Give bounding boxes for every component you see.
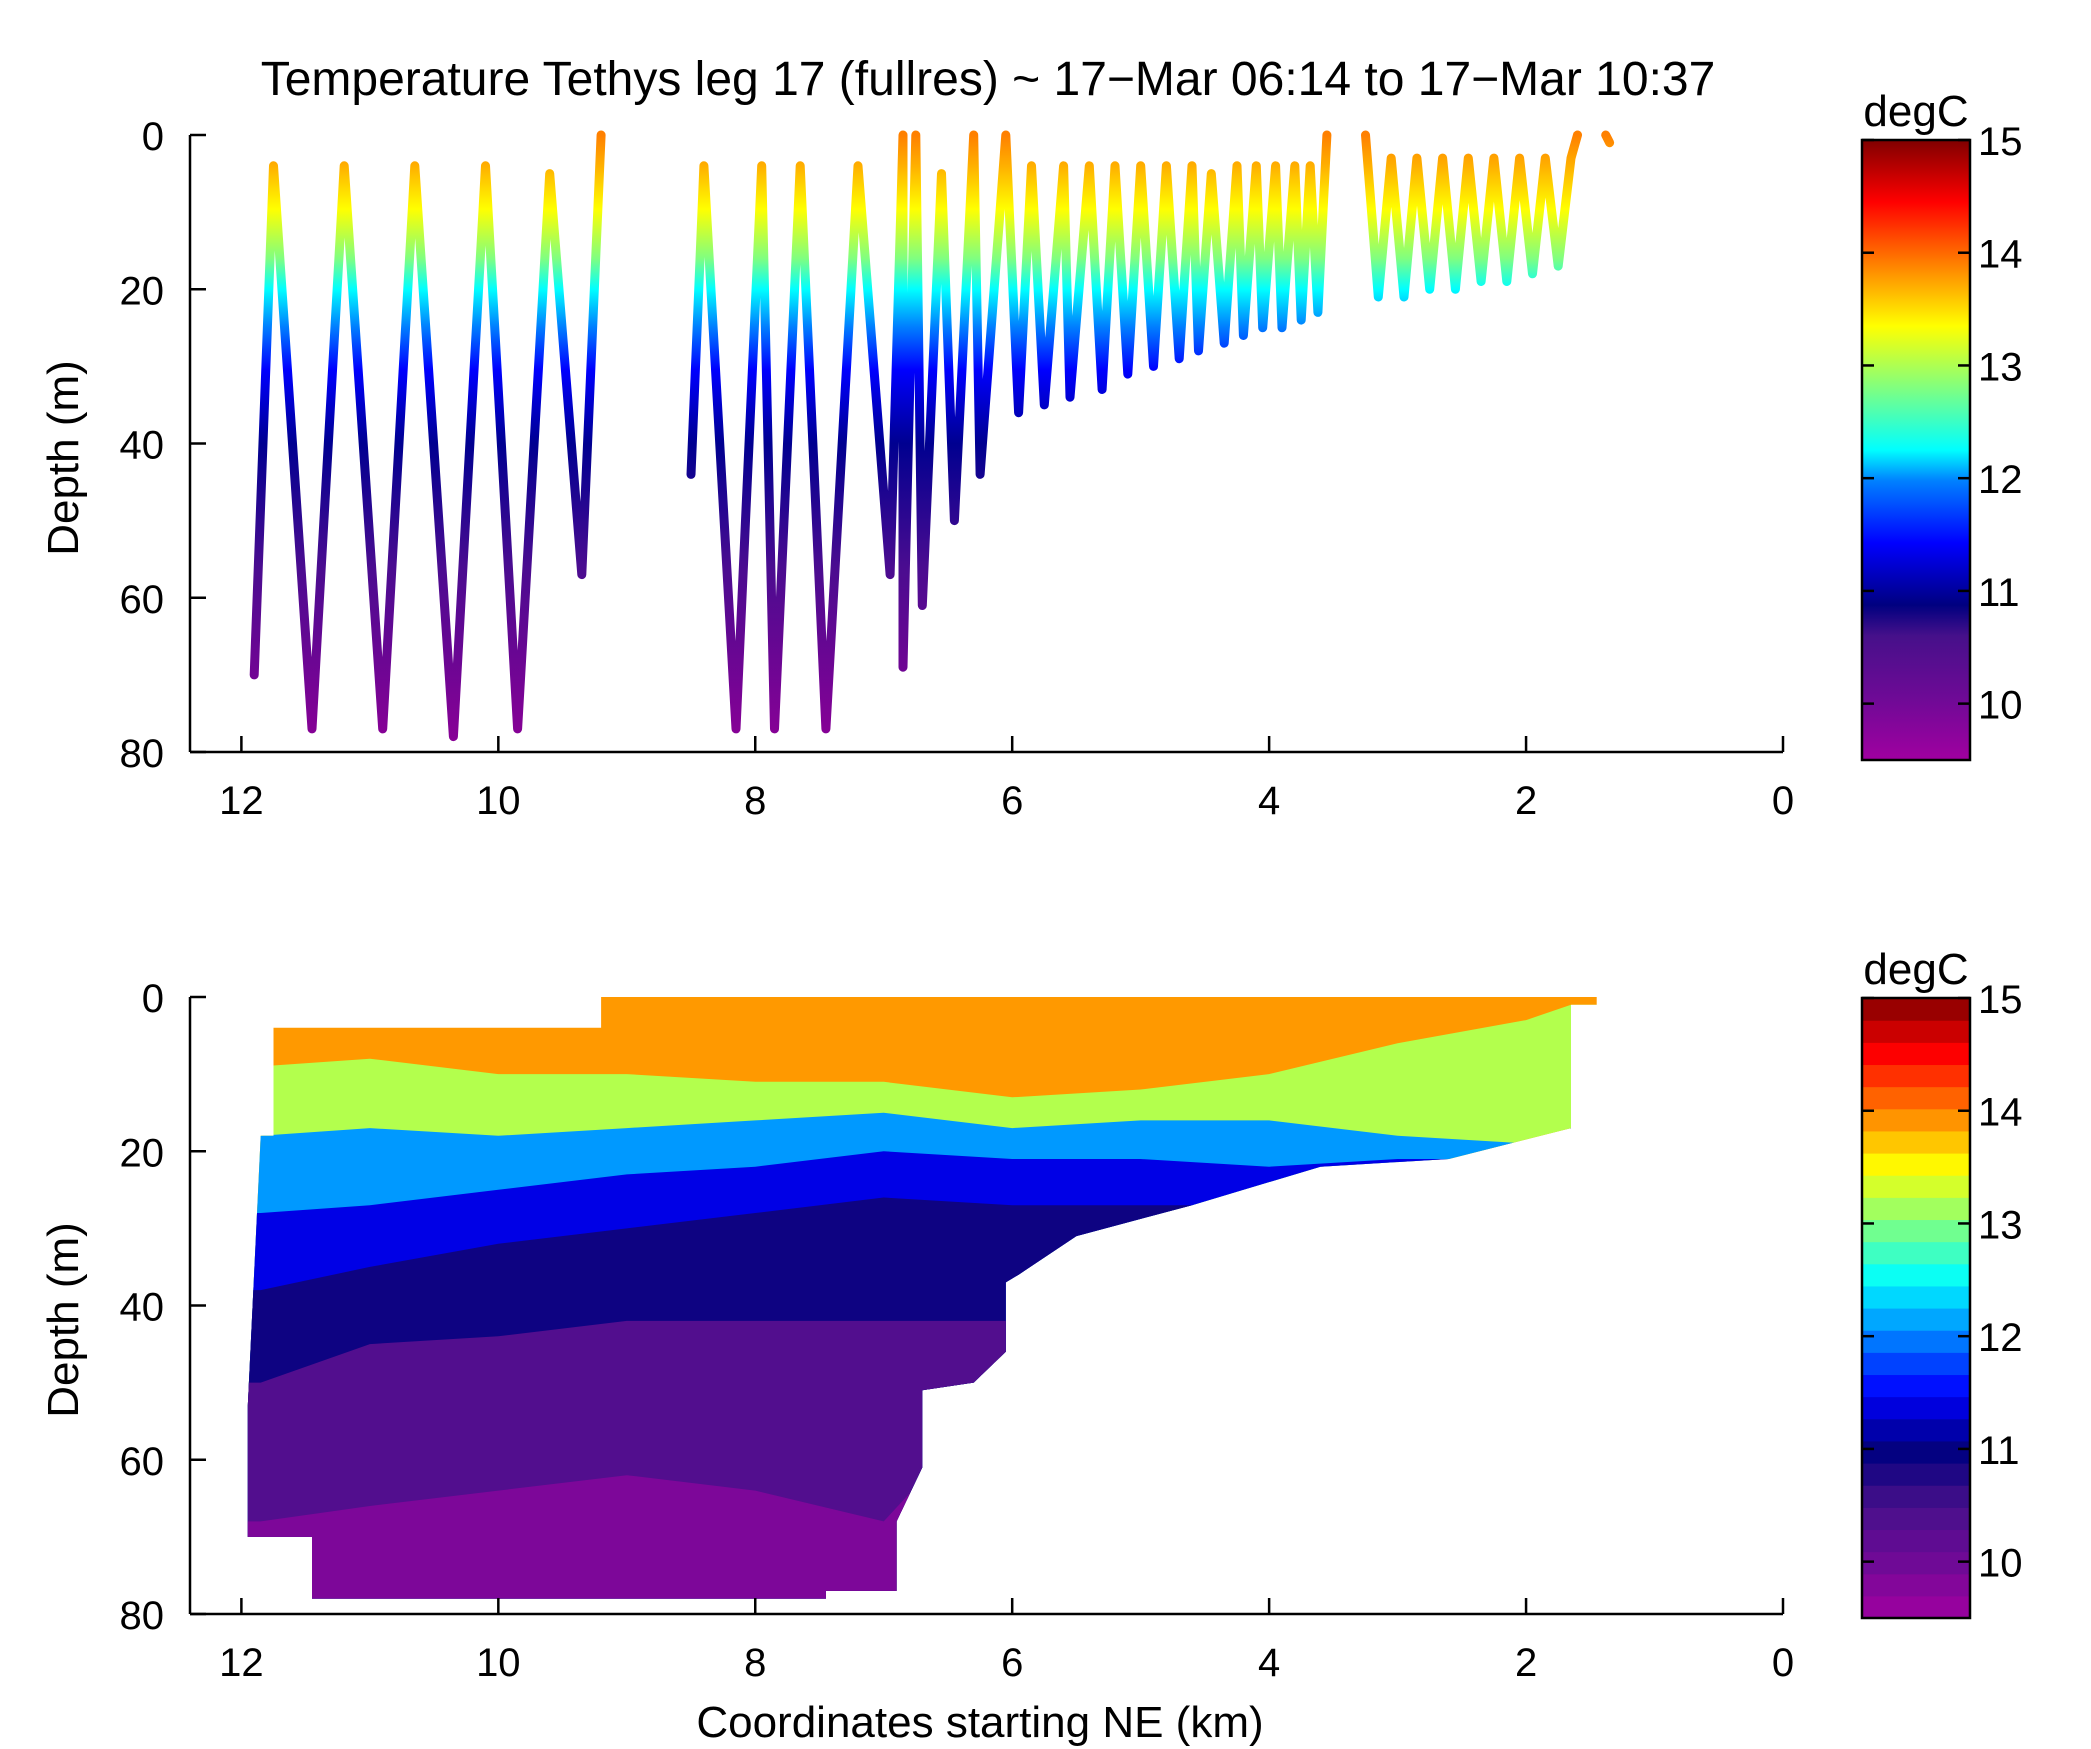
bottom-x-axis-label: Coordinates starting NE (km) — [696, 1698, 1263, 1747]
colorbar-level — [1862, 1507, 1970, 1531]
track-segment-2 — [686, 130, 1332, 734]
top-y-tick-label: 80 — [120, 732, 165, 776]
bottom-colorbar-tick-label: 14 — [1978, 1091, 2023, 1135]
colorbar-level — [1862, 1573, 1970, 1597]
top-x-tick-label: 6 — [1001, 779, 1023, 823]
top-track-layer — [249, 130, 1615, 742]
top-colorbar: degC 10 11 12 13 14 15 — [1860, 87, 2023, 762]
colorbar-level — [1862, 1551, 1970, 1575]
top-colorbar-tick-label: 10 — [1978, 684, 2023, 728]
top-colorbar-ramp — [1860, 138, 1972, 762]
bottom-x-tick-label: 2 — [1515, 1641, 1537, 1685]
colorbar-level — [1862, 1595, 1970, 1619]
top-colorbar-tick-label: 13 — [1978, 345, 2023, 389]
colorbar-level — [1862, 1263, 1970, 1287]
bottom-x-tick-label: 6 — [1001, 1641, 1023, 1685]
bottom-y-tick-label: 40 — [120, 1286, 165, 1330]
top-colorbar-label: degC — [1863, 87, 1968, 136]
colorbar-level — [1862, 1285, 1970, 1309]
colorbar-level — [1862, 1219, 1970, 1243]
bottom-x-tick-label: 12 — [219, 1641, 264, 1685]
bottom-colorbar-ramp — [1862, 998, 1970, 1619]
bottom-x-tick-label: 8 — [744, 1641, 766, 1685]
top-y-axis-label: Depth (m) — [39, 360, 88, 556]
top-colorbar-tick-label: 15 — [1978, 120, 2023, 164]
top-colorbar-ticks: 10 11 12 13 14 15 — [1862, 120, 2023, 728]
bottom-colorbar-ticks: 10 11 12 13 14 15 — [1862, 978, 2023, 1586]
bottom-colorbar-tick-label: 10 — [1978, 1542, 2023, 1586]
bottom-x-tick-label: 0 — [1772, 1641, 1794, 1685]
top-colorbar-tick-label: 14 — [1978, 233, 2023, 277]
bottom-y-tick-label: 20 — [120, 1131, 165, 1175]
top-x-tick-label: 2 — [1515, 779, 1537, 823]
colorbar-level — [1862, 1064, 1970, 1088]
bottom-y-tick-label: 0 — [142, 977, 164, 1021]
top-y-tick-label: 40 — [120, 424, 165, 468]
track-segment-4 — [1601, 130, 1615, 148]
top-x-tick-label: 0 — [1772, 779, 1794, 823]
colorbar-level — [1862, 998, 1970, 1021]
bottom-x-tick-label: 4 — [1258, 1641, 1280, 1685]
bottom-colorbar: degC 10 11 12 13 14 15 — [1860, 945, 2023, 1620]
bottom-x-tick-label: 10 — [476, 1641, 521, 1685]
figure-title: Temperature Tethys leg 17 (fullres) ~ 17… — [261, 53, 1716, 106]
bottom-colorbar-tick-label: 13 — [1978, 1203, 2023, 1247]
bottom-y-axis-label: Depth (m) — [39, 1222, 88, 1418]
top-y-tick-label: 60 — [120, 578, 165, 622]
colorbar-level — [1862, 1396, 1970, 1420]
colorbar-level — [1862, 1352, 1970, 1376]
colorbar-level — [1862, 1175, 1970, 1198]
top-x-tick-label: 12 — [219, 779, 264, 823]
bottom-colorbar-frame — [1860, 996, 1972, 1620]
bottom-colorbar-tick-label: 12 — [1978, 1316, 2023, 1360]
colorbar-level — [1862, 1130, 1970, 1154]
top-colorbar-tick-label: 11 — [1978, 571, 2020, 615]
colorbar-level — [1862, 1330, 1970, 1353]
top-y-tick-label: 0 — [142, 115, 164, 159]
top-x-tick-label: 10 — [476, 779, 521, 823]
colorbar-level — [1862, 1529, 1970, 1553]
colorbar-level — [1862, 1108, 1970, 1132]
colorbar-level — [1862, 1374, 1970, 1398]
colorbar-level — [1862, 1197, 1970, 1221]
colorbar-level — [1862, 1463, 1970, 1486]
bottom-y-tick-label: 60 — [120, 1440, 165, 1484]
top-x-tick-label: 4 — [1258, 779, 1280, 823]
bottom-colorbar-tick-label: 15 — [1978, 978, 2023, 1022]
bottom-contour-layer — [247, 997, 1597, 1599]
top-colorbar-tick-label: 12 — [1978, 458, 2023, 502]
colorbar-level — [1862, 1485, 1970, 1508]
bottom-colorbar-label: degC — [1863, 945, 1968, 994]
top-x-tick-label: 8 — [744, 779, 766, 823]
track-segment-3 — [1361, 130, 1582, 302]
colorbar-level — [1862, 1020, 1970, 1043]
colorbar-level — [1862, 1440, 1970, 1464]
colorbar-level — [1862, 1042, 1970, 1066]
colorbar-level — [1862, 1241, 1970, 1265]
bottom-colorbar-tick-label: 11 — [1978, 1429, 2020, 1473]
top-y-tick-label: 20 — [120, 269, 165, 313]
bottom-y-tick-label: 80 — [120, 1594, 165, 1638]
colorbar-level — [1862, 1086, 1970, 1110]
colorbar-level — [1862, 1418, 1970, 1442]
colorbar-level — [1862, 1153, 1970, 1176]
track-segment-1 — [249, 130, 606, 742]
colorbar-level — [1862, 1308, 1970, 1331]
